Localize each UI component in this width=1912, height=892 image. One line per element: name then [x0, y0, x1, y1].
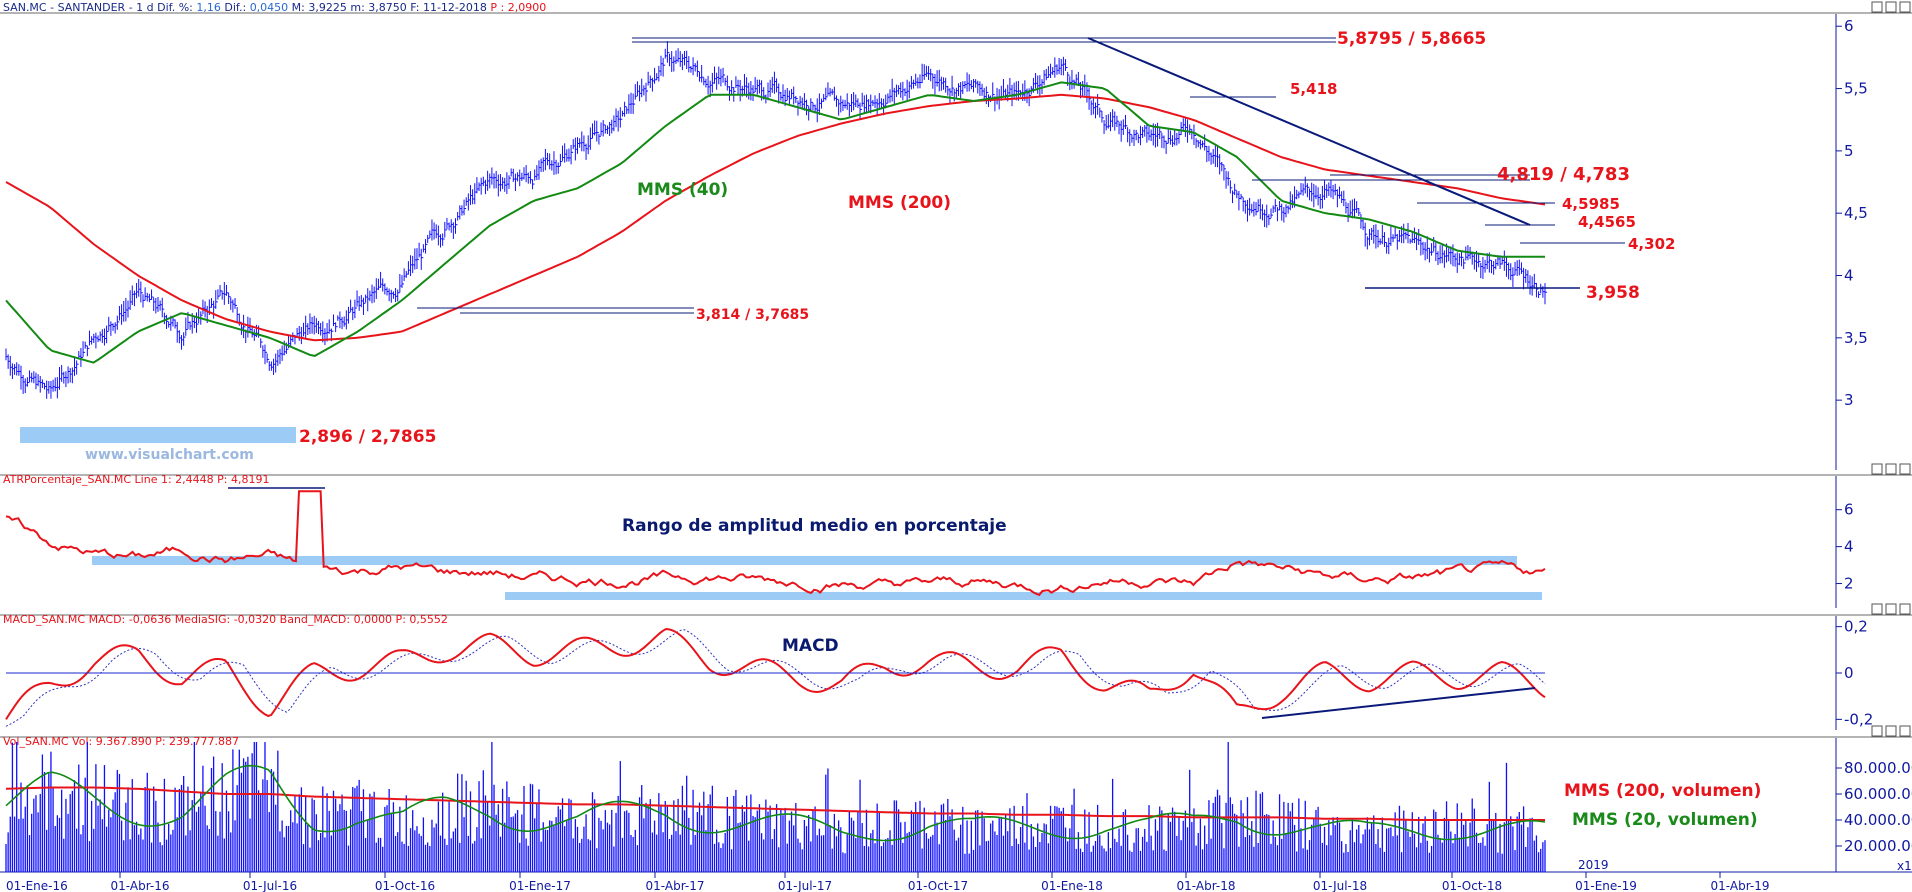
volume-ytick-label: 60.000.000 [1844, 785, 1912, 803]
atr-ytick-label: 6 [1844, 501, 1854, 519]
resistance-label-5418: 5,418 [1290, 80, 1337, 98]
header-part: MACD_SAN.MC MACD: -0,0636 MediaSIG: -0,0… [3, 613, 448, 626]
moving-averages-layer [5, 81, 1546, 364]
price-window-button[interactable] [1885, 1, 1897, 13]
macd-window-button[interactable] [1885, 603, 1897, 615]
macd-panel-header: MACD_SAN.MC MACD: -0,0636 MediaSIG: -0,0… [3, 613, 448, 626]
price-bars-layer [5, 41, 1547, 399]
x-tick-label: 01-Jul-16 [243, 879, 297, 892]
volume-mms20-line [5, 764, 1546, 842]
support-label-3958: 3,958 [1586, 283, 1640, 303]
price-ytick-label: 6 [1844, 17, 1854, 35]
price-ytick-label: 3 [1844, 391, 1854, 409]
y-axes: 6 5,5 5 4,5 4 3,5 3 6 4 2 0,2 0 -0,2 80.000.000 60.000… [1836, 17, 1912, 855]
price-panel-header: SAN.MC - SANTANDER - 1 d Dif. %: 1,16 Di… [3, 1, 546, 14]
year-marker: 2019 [1578, 858, 1609, 872]
x-tick-label: 01-Abr-19 [1711, 879, 1770, 892]
volume-mms200-line [5, 786, 1545, 821]
x-tick-label: 01-Abr-17 [646, 879, 705, 892]
price-ytick-label: 4,5 [1844, 204, 1868, 222]
atr-layer [5, 490, 1546, 597]
volume-ytick-label: 40.000.000 [1844, 811, 1912, 829]
mms40-label: MMS (40) [637, 180, 728, 200]
macd-signal-line [5, 629, 1546, 727]
atr-window-button[interactable] [1871, 463, 1883, 475]
x-tick-label: 01-Jul-18 [1313, 879, 1367, 892]
header-part: M: 3,9225 m: 3,8750 F: 11-12-2018 [288, 1, 490, 14]
resistance-label-4819: 4,819 / 4,783 [1497, 164, 1630, 185]
x-tick-label: 01-Oct-18 [1442, 879, 1502, 892]
header-part: Vol_SAN.MC Vol: 9.367.890 P: 239.777.887 [3, 735, 239, 748]
price-ytick-label: 5 [1844, 142, 1854, 160]
atr-line [5, 490, 1546, 597]
header-part: 1,16 [196, 1, 221, 14]
macd-ytick-label: -0,2 [1844, 710, 1873, 728]
downtrend-line [1087, 37, 1531, 226]
macd-window-button[interactable] [1871, 603, 1883, 615]
watermark: www.visualchart.com [85, 447, 254, 463]
x-tick-label: 01-Ene-16 [6, 879, 68, 892]
x-tick-label: 01-Ene-19 [1575, 879, 1637, 892]
price-ytick-label: 4 [1844, 267, 1854, 285]
atr-window-button[interactable] [1885, 463, 1897, 475]
x-tick-label: 01-Abr-18 [1177, 879, 1236, 892]
support-label-2896: 2,896 / 2,7865 [299, 427, 436, 447]
x-axis: 01-Ene-16 01-Abr-16 01-Jul-16 01-Oct-16 01-E… [6, 858, 1912, 892]
header-part: 1 d [136, 1, 153, 14]
mms200-label: MMS (200) [848, 193, 951, 213]
volume-ytick-label: 20.000.000 [1844, 837, 1912, 855]
x-tick-label: 01-Abr-16 [111, 879, 170, 892]
volume-panel-header: Vol_SAN.MC Vol: 9.367.890 P: 239.777.887 [3, 735, 239, 748]
corner-label: x10 [1897, 859, 1912, 873]
vol-window-button[interactable] [1899, 725, 1911, 737]
price-ytick-label: 5,5 [1844, 80, 1868, 98]
panel-window-buttons [1871, 1, 1911, 737]
price-window-button[interactable] [1871, 1, 1883, 13]
horizontal-levels [417, 37, 1625, 314]
header-part: Dif.: [221, 1, 250, 14]
macd-support-line [1261, 687, 1536, 719]
volume-layer [5, 742, 1546, 872]
header-part: P : 2,0900 [490, 1, 546, 14]
x-tick-label: 01-Ene-18 [1041, 879, 1103, 892]
resistance-label-44565: 4,4565 [1578, 213, 1636, 231]
header-part: 0,0450 [250, 1, 289, 14]
mms40-line [5, 81, 1545, 364]
macd-title: MACD [782, 636, 839, 656]
atr-title: Rango de amplitud medio en porcentaje [622, 516, 1007, 536]
mms200-line [5, 93, 1546, 342]
macd-ytick-label: 0,2 [1844, 618, 1868, 636]
volume-mms20-label: MMS (20, volumen) [1572, 810, 1758, 830]
macd-layer [5, 627, 1546, 727]
vol-window-button[interactable] [1885, 725, 1897, 737]
atr-lower-zone [505, 592, 1542, 600]
x-tick-label: 01-Jul-17 [778, 879, 832, 892]
header-part: SAN.MC - SANTANDER - [3, 1, 136, 14]
resistance-label-4302: 4,302 [1628, 235, 1675, 253]
resistance-label-5879: 5,8795 / 5,8665 [1337, 29, 1486, 49]
header-part: ATRPorcentaje_SAN.MC Line 1: 2,4448 P: 4… [3, 473, 270, 486]
macd-ytick-label: 0 [1844, 664, 1854, 682]
atr-window-button[interactable] [1899, 463, 1911, 475]
atr-ytick-label: 4 [1844, 538, 1854, 556]
atr-upper-zone [92, 556, 1517, 565]
vol-window-button[interactable] [1871, 725, 1883, 737]
volume-mms200-label: MMS (200, volumen) [1564, 781, 1761, 801]
resistance-label-45985: 4,5985 [1562, 195, 1620, 213]
header-part: Dif. %: [154, 1, 197, 14]
volume-ytick-label: 80.000.000 [1844, 759, 1912, 777]
atr-panel-header: ATRPorcentaje_SAN.MC Line 1: 2,4448 P: 4… [3, 473, 270, 486]
macd-window-button[interactable] [1899, 603, 1911, 615]
support-label-3814: 3,814 / 3,7685 [696, 307, 809, 323]
x-tick-label: 01-Oct-16 [375, 879, 435, 892]
macd-line [5, 627, 1546, 720]
price-ytick-label: 3,5 [1844, 329, 1868, 347]
x-tick-label: 01-Oct-17 [908, 879, 968, 892]
price-window-button[interactable] [1899, 1, 1911, 13]
x-tick-label: 01-Ene-17 [509, 879, 571, 892]
support-zone-2896 [20, 427, 296, 443]
atr-ytick-label: 2 [1844, 575, 1854, 593]
